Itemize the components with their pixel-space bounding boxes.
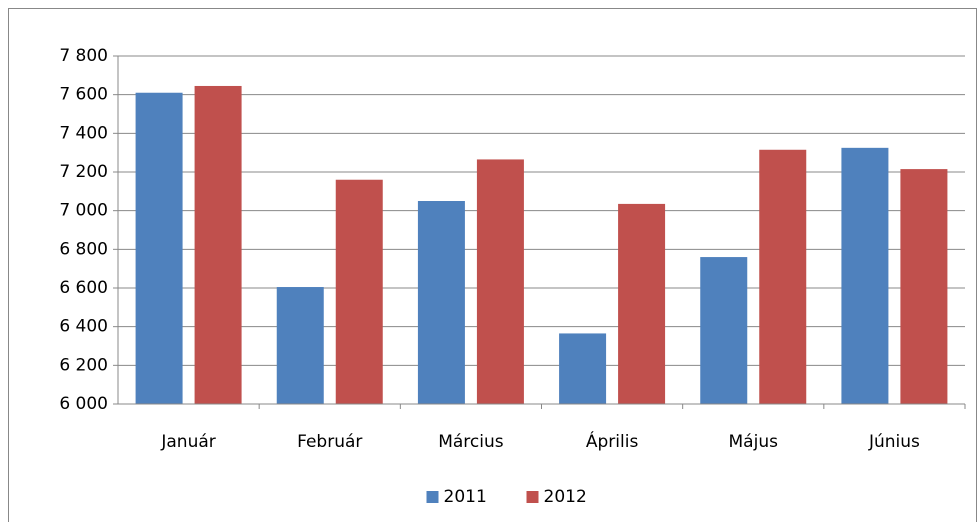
x-tick-label: Április [586,430,639,452]
y-tick-label: 7 400 [59,123,108,143]
bar [417,201,465,404]
bar [618,203,666,404]
legend-label: 2011 [444,487,487,507]
y-tick-label: 6 800 [59,239,108,259]
bar [700,257,748,404]
y-tick-label: 6 200 [59,355,108,375]
x-tick-label: Március [438,432,504,452]
bar [476,159,524,404]
y-tick-label: 7 000 [59,201,108,221]
y-tick-label: 6 400 [59,317,108,337]
legend-swatch [526,491,539,503]
bar [135,92,183,404]
x-tick-label: Február [297,432,362,452]
x-tick-label: Június [868,432,920,452]
x-tick-label: Január [160,432,215,452]
legend-swatch [426,491,439,503]
bar [335,179,383,404]
bar [900,169,948,404]
x-tick-label: Május [729,432,779,452]
bar [559,333,607,404]
legend-label: 2012 [544,487,587,507]
y-tick-label: 7 200 [59,162,108,182]
bar [194,85,242,404]
bar [759,149,807,404]
bar [841,147,889,405]
y-tick-label: 6 000 [59,394,108,414]
bar [276,287,324,404]
y-tick-label: 6 600 [59,278,108,298]
y-tick-label: 7 600 [59,85,108,105]
y-tick-label: 7 800 [59,46,108,66]
